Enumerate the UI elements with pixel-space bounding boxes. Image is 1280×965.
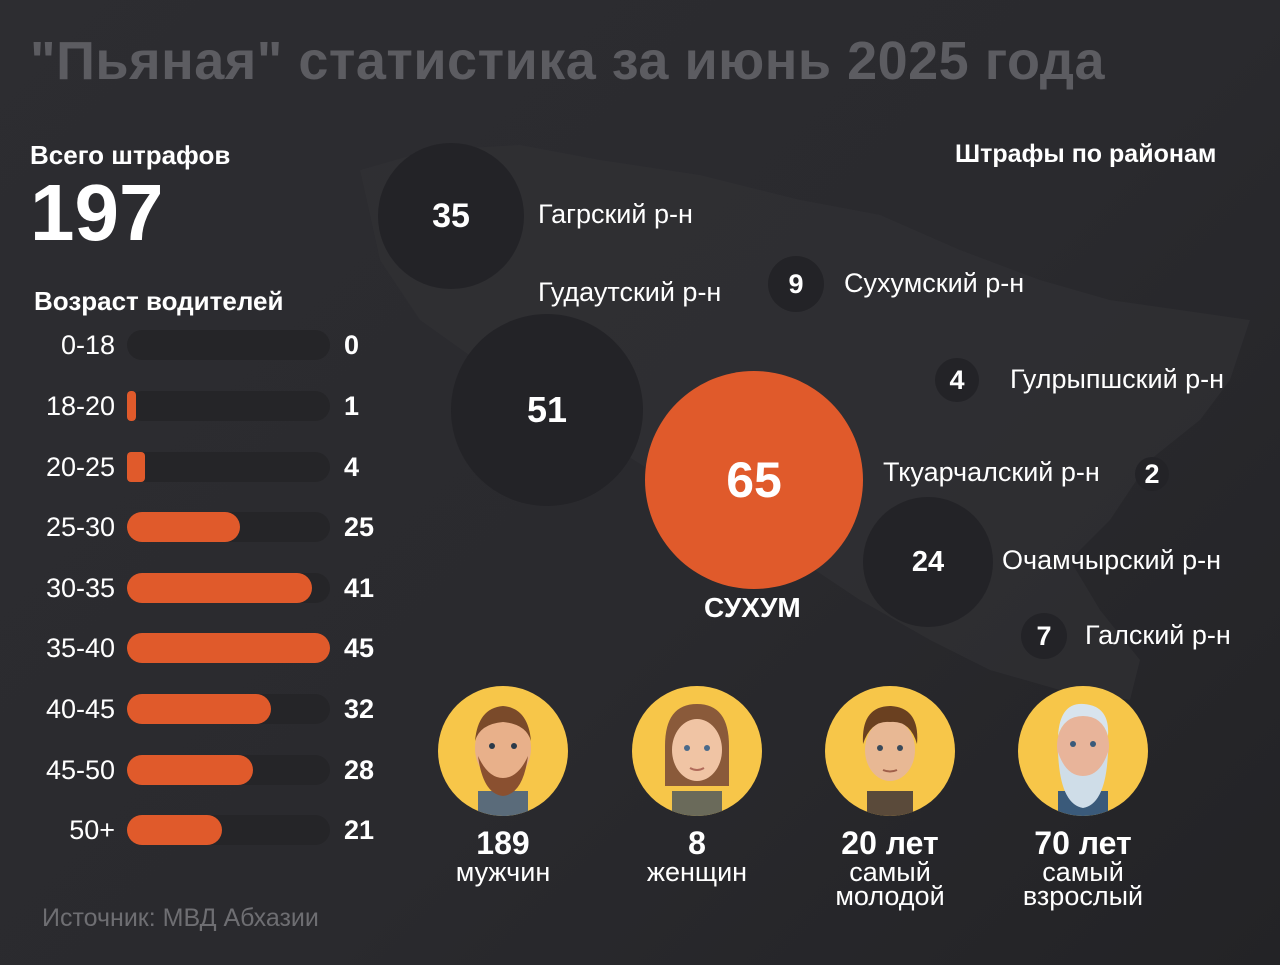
age-bar-label: 35-40 <box>45 633 115 663</box>
age-bar-value: 28 <box>344 755 375 785</box>
age-bar-row: 40-45 32 <box>0 694 400 724</box>
women-stat: 8 женщин <box>607 686 787 887</box>
men-label: мужчин <box>455 857 551 887</box>
age-bar-track <box>127 512 330 542</box>
age-bar-track <box>127 694 330 724</box>
age-bar-label: 20-25 <box>45 452 115 482</box>
age-bar-fill <box>127 755 254 785</box>
gulripsh-bubble: 4 <box>935 358 979 402</box>
age-bar-row: 35-40 45 <box>0 633 400 663</box>
age-bar-row: 45-50 28 <box>0 755 400 785</box>
age-bar-row: 25-30 25 <box>0 512 400 542</box>
sukhum-name: СУХУМ <box>704 592 801 623</box>
source-note: Источник: МВД Абхазии <box>42 904 319 932</box>
districts-title: Штрафы по районам <box>955 140 1217 168</box>
age-bar-value: 4 <box>344 452 360 482</box>
age-bar-label: 0-18 <box>60 330 115 360</box>
gagra-bubble: 35 <box>378 143 524 289</box>
woman-avatar-icon <box>632 686 762 816</box>
age-bar-fill <box>127 633 330 663</box>
gulripsh-name: Гулрыпшский р-н <box>1010 364 1225 394</box>
page-title: "Пьяная" статистика за июнь 2025 года <box>30 31 1106 91</box>
men-stat: 189 мужчин <box>413 686 593 887</box>
age-bar-value: 32 <box>344 694 375 724</box>
age-bar-fill <box>127 694 272 724</box>
age-bar-value: 45 <box>344 633 375 663</box>
age-bar-value: 21 <box>344 815 375 845</box>
age-bar-fill <box>127 452 146 482</box>
age-bar-value: 0 <box>344 330 360 360</box>
ochamchira-bubble: 24 <box>863 497 993 627</box>
age-bar-row: 0-18 0 <box>0 330 400 360</box>
age-bar-row: 20-25 4 <box>0 452 400 482</box>
age-bar-label: 18-20 <box>45 391 115 421</box>
women-label: женщин <box>646 857 748 887</box>
total-fines-value: 197 <box>30 168 164 257</box>
age-bar-track <box>127 330 330 360</box>
age-bar-fill <box>127 815 222 845</box>
young-man-avatar-icon <box>825 686 955 816</box>
gagra-name: Гагрский р-н <box>538 199 693 229</box>
tkuarchal-name: Ткуарчалский р-н <box>883 457 1100 487</box>
age-bar-label: 25-30 <box>45 512 115 542</box>
youngest-stat: 20 лет самый молодой <box>800 686 980 911</box>
sukhum-bubble: 65 <box>645 371 863 589</box>
driver-age-title: Возраст водителей <box>34 286 284 316</box>
age-bar-label: 40-45 <box>45 694 115 724</box>
age-bar-track <box>127 573 330 603</box>
youngest-label: самый молодой <box>835 857 945 911</box>
oldest-stat: 70 лет самый взрослый <box>993 686 1173 911</box>
age-bar-label: 30-35 <box>45 573 115 603</box>
gal-name: Галский р-н <box>1085 620 1231 650</box>
total-fines-label: Всего штрафов <box>30 140 231 170</box>
age-bar-track <box>127 633 330 663</box>
age-bar-label: 45-50 <box>45 755 115 785</box>
man-avatar-icon <box>438 686 568 816</box>
age-bar-track <box>127 452 330 482</box>
old-man-avatar-icon <box>1018 686 1148 816</box>
age-bar-value: 1 <box>344 391 360 421</box>
age-bar-row: 50+ 21 <box>0 815 400 845</box>
oldest-label: самый взрослый <box>1022 857 1144 911</box>
ochamchira-name: Очамчырский р-н <box>1002 545 1222 575</box>
oldest-age: 70 лет <box>1034 825 1132 861</box>
age-bar-track <box>127 755 330 785</box>
age-bar-row: 18-20 1 <box>0 391 400 421</box>
age-bar-track <box>127 815 330 845</box>
age-bar-fill <box>127 512 240 542</box>
sukhumi-district-name: Сухумский р-н <box>844 268 1025 298</box>
tkuarchal-bubble: 2 <box>1135 457 1169 491</box>
age-bar-label: 50+ <box>69 815 115 845</box>
gudauta-bubble: 51 <box>451 314 643 506</box>
youngest-age: 20 лет <box>841 825 939 861</box>
men-count: 189 <box>476 825 530 861</box>
age-bar-value: 25 <box>344 512 375 542</box>
gudauta-name: Гудаутский р-н <box>538 277 722 307</box>
age-bar-track <box>127 391 330 421</box>
sukhumi-district-bubble: 9 <box>768 256 824 312</box>
women-count: 8 <box>688 825 706 861</box>
age-bar-row: 30-35 41 <box>0 573 400 603</box>
age-bar-fill <box>127 391 136 421</box>
gal-bubble: 7 <box>1021 613 1067 659</box>
age-bar-value: 41 <box>344 573 375 603</box>
age-bar-fill <box>127 573 312 603</box>
